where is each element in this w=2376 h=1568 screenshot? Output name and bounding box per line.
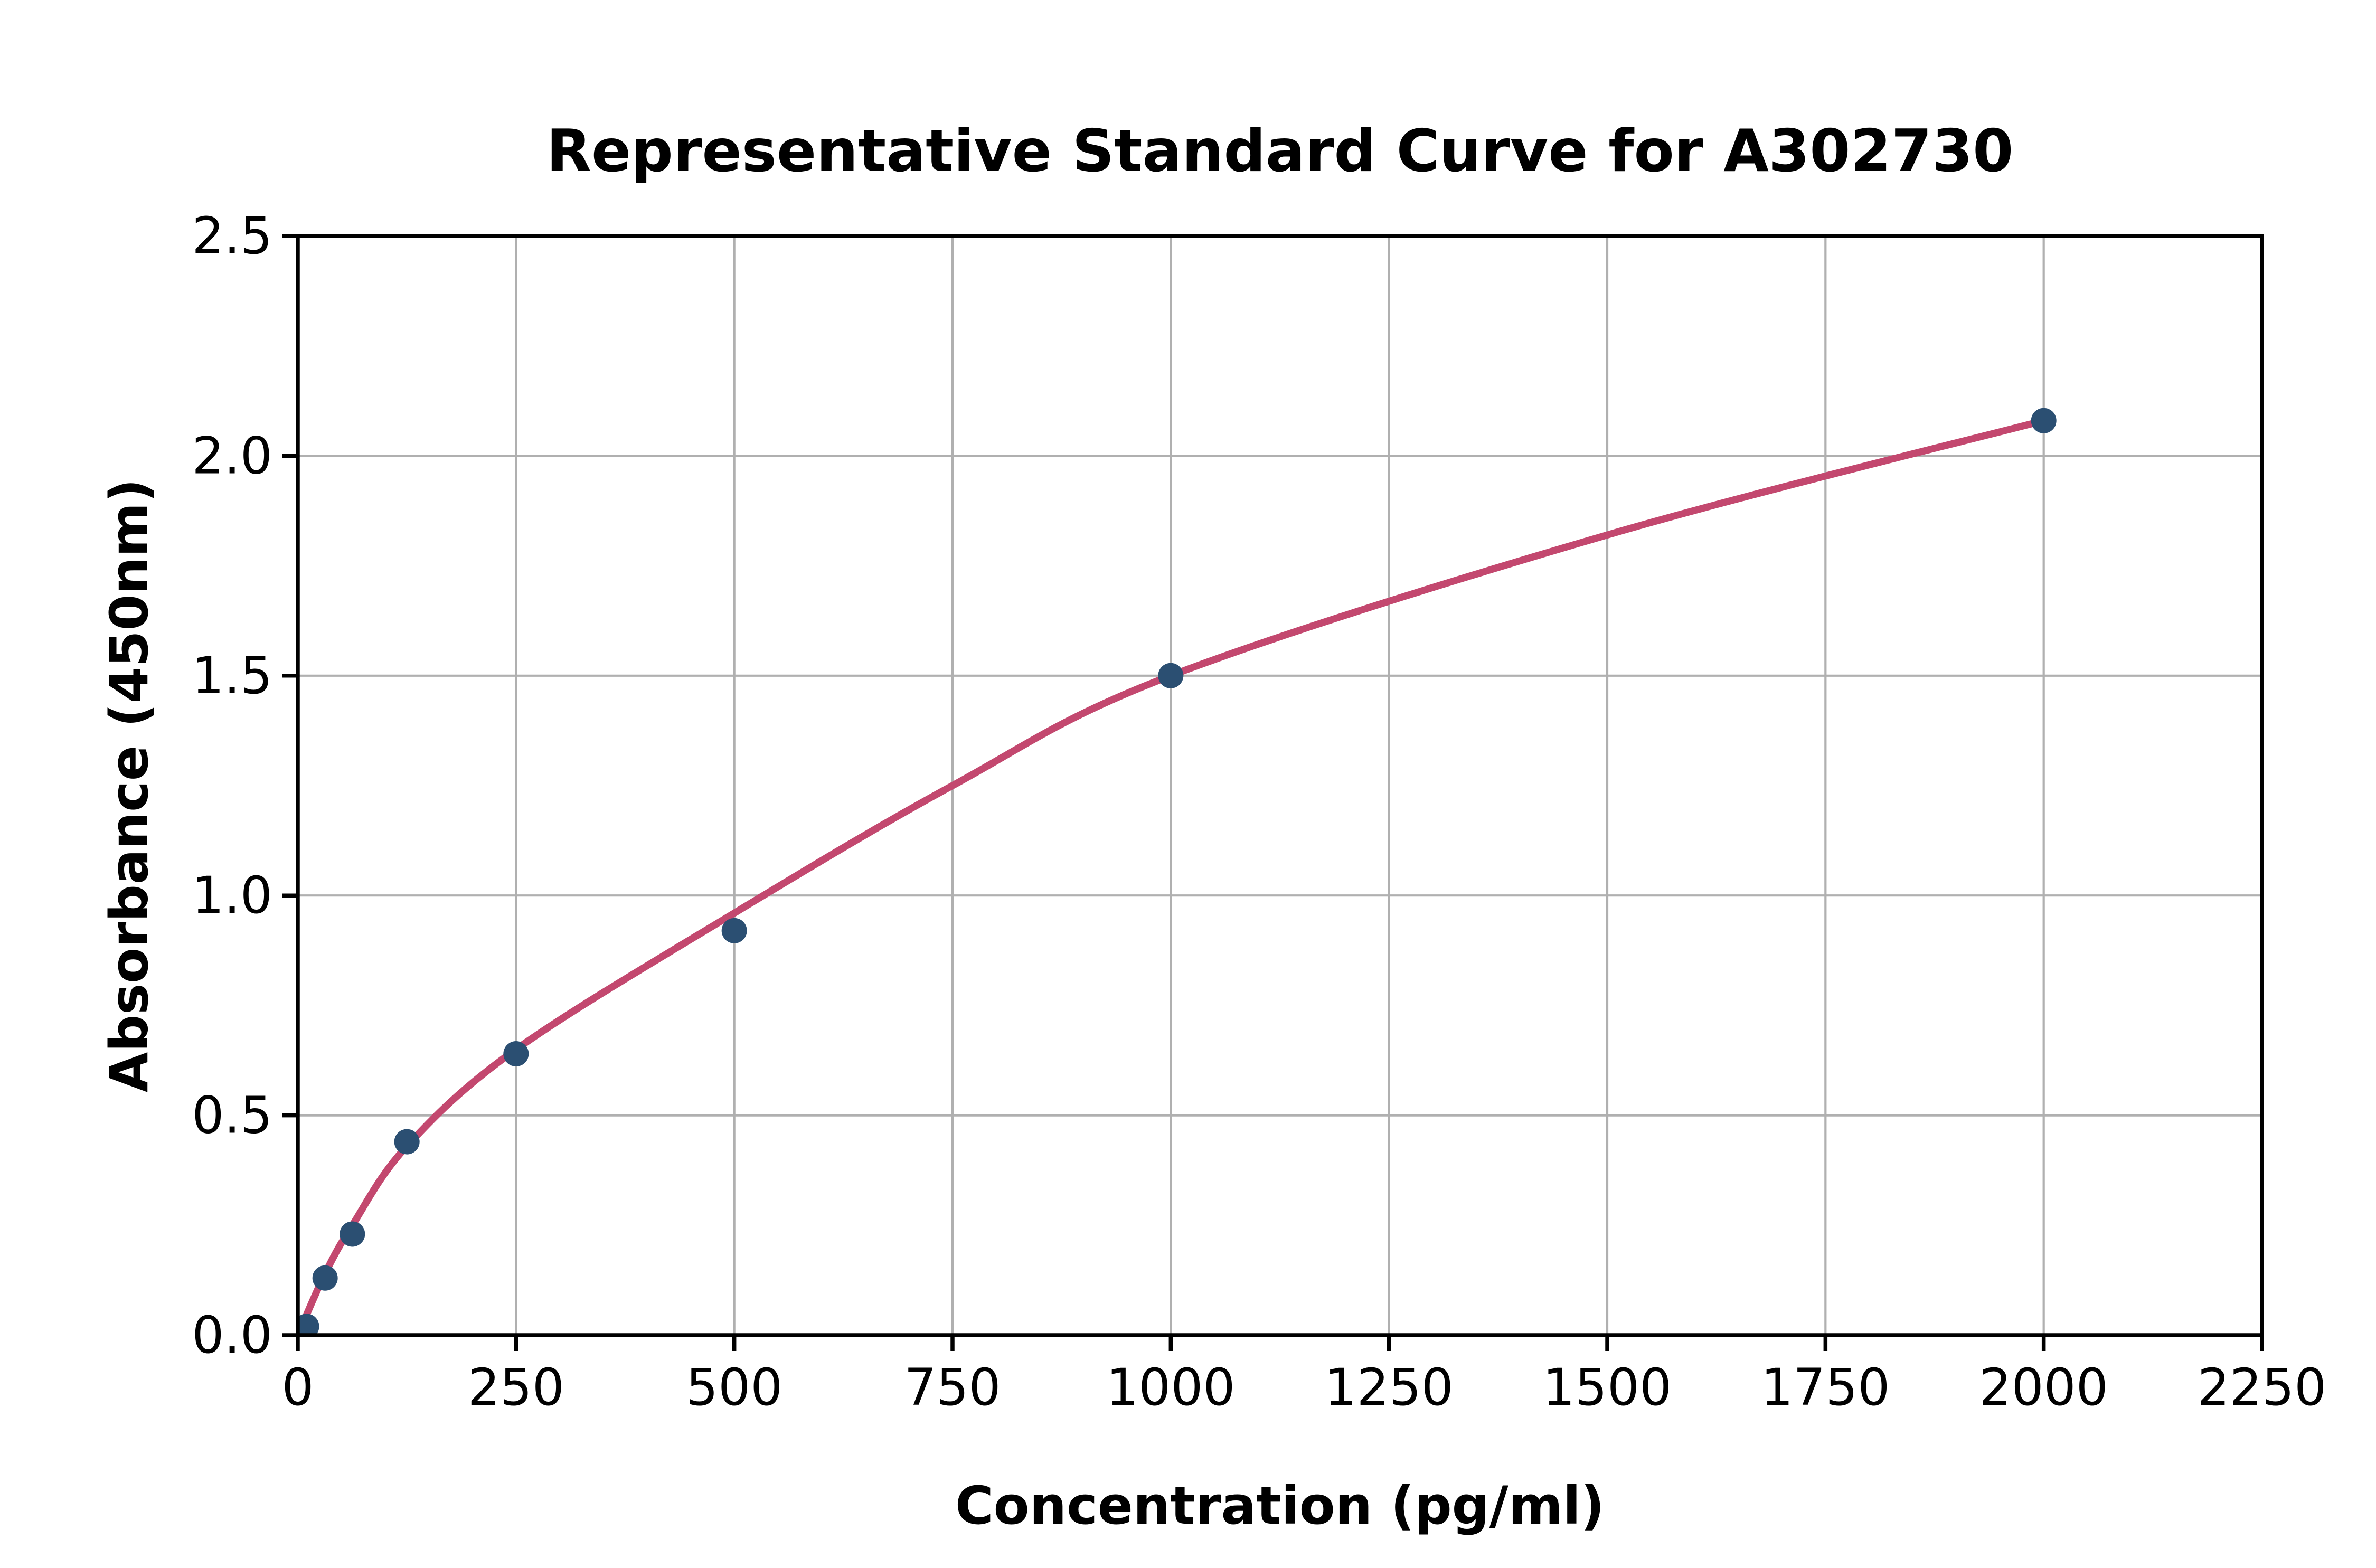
x-tick-label: 250 [468,1358,564,1417]
x-tick-label: 1250 [1325,1358,1454,1417]
x-tick-label: 750 [904,1358,1001,1417]
y-tick-label: 2.0 [192,426,272,485]
y-tick-label: 1.0 [192,866,272,925]
data-point [2031,408,2057,433]
data-point [1158,663,1184,688]
x-tick-label: 2250 [2198,1358,2326,1417]
axes-box [296,234,2264,1337]
y-tick-label: 0.0 [192,1306,272,1365]
x-tick-label: 1000 [1106,1358,1235,1417]
x-tick-label: 2000 [1979,1358,2108,1417]
data-point [721,918,747,943]
fit-curve-layer [298,417,2048,1335]
data-point [394,1129,420,1155]
data-points-layer [298,408,2057,1335]
x-tick-label: 1750 [1761,1358,1890,1417]
axes-box-layer [296,234,2264,1337]
data-point [298,1314,319,1335]
fit-curve [298,417,2048,1335]
x-axis-label: Concentration (pg/ml) [955,1476,1605,1536]
y-tick-label: 0.5 [192,1086,272,1145]
y-tick-label: 2.5 [192,206,272,266]
chart-title: Representative Standard Curve for A30273… [546,117,2014,185]
y-tick-label: 1.5 [192,646,272,705]
y-axis-label: Absorbance (450nm) [99,479,160,1092]
gridlines-layer [298,234,2264,1335]
ticks-layer: 0 250 500 750 1000 1250 1500 1750 2000 2250 0.0 0.5… [192,206,2326,1417]
data-point [340,1221,365,1247]
x-tick-label: 500 [686,1358,782,1417]
data-point [503,1041,529,1067]
data-point [312,1265,338,1291]
x-tick-label: 1500 [1543,1358,1672,1417]
x-tick-label: 0 [281,1358,314,1417]
